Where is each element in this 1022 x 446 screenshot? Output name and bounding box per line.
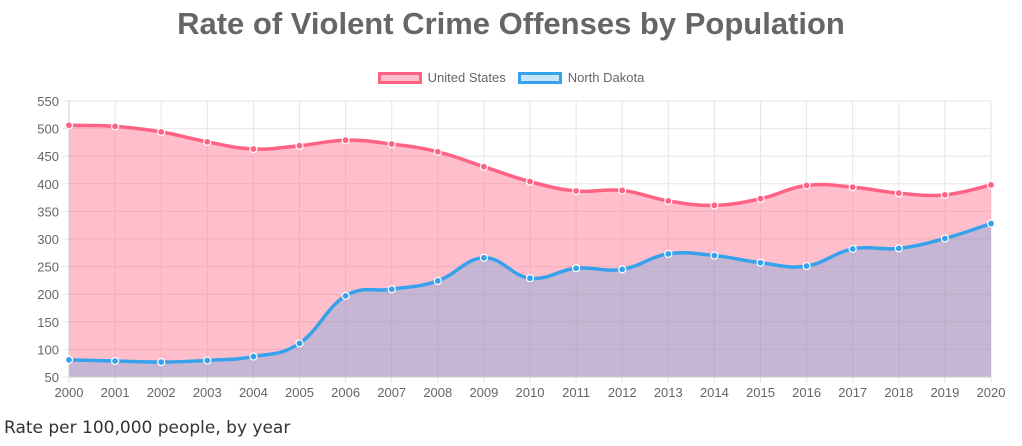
data-point-north-dakota	[433, 276, 442, 286]
x-tick-label: 2019	[930, 385, 959, 400]
data-point-united-states	[525, 177, 535, 186]
x-tick-label: 2002	[147, 385, 176, 400]
legend-label: United States	[427, 70, 506, 85]
data-point-united-states	[341, 136, 350, 145]
data-point-north-dakota	[157, 357, 166, 367]
data-point-north-dakota	[479, 253, 488, 262]
y-tick-label: 100	[37, 342, 59, 357]
data-point-north-dakota	[110, 356, 120, 366]
x-tick-label: 2018	[884, 385, 913, 400]
x-tick-label: 2020	[977, 385, 1006, 400]
x-tick-label: 2009	[469, 385, 498, 400]
x-tick-label: 2017	[838, 385, 867, 400]
x-tick-label: 2011	[562, 385, 590, 400]
x-tick-label: 2001	[101, 385, 130, 400]
data-point-north-dakota	[64, 355, 74, 364]
data-point-north-dakota	[571, 264, 581, 273]
data-point-united-states	[618, 186, 627, 195]
data-point-north-dakota	[387, 285, 396, 294]
data-point-united-states	[756, 194, 765, 203]
data-point-united-states	[387, 139, 396, 149]
data-point-north-dakota	[664, 249, 673, 259]
x-tick-label: 2007	[377, 385, 406, 400]
data-point-united-states	[64, 121, 74, 130]
data-point-north-dakota	[802, 261, 811, 271]
y-tick-label: 50	[45, 370, 59, 385]
data-point-united-states	[479, 162, 488, 171]
chart-title: Rate of Violent Crime Offenses by Popula…	[177, 6, 845, 41]
data-point-united-states	[986, 180, 996, 190]
data-point-north-dakota	[848, 244, 857, 254]
y-tick-label: 200	[37, 287, 59, 302]
data-point-united-states	[802, 181, 811, 190]
data-point-united-states	[249, 144, 258, 154]
y-tick-label: 150	[37, 315, 59, 330]
data-point-north-dakota	[203, 356, 212, 365]
y-tick-label: 450	[37, 149, 59, 164]
data-point-north-dakota	[341, 291, 350, 300]
data-point-united-states	[710, 201, 719, 210]
data-point-north-dakota	[756, 258, 765, 267]
data-point-north-dakota	[525, 274, 535, 283]
data-point-north-dakota	[295, 339, 304, 348]
y-tick-label: 350	[37, 204, 59, 219]
chart-caption: Rate per 100,000 people, by year	[4, 418, 291, 438]
y-tick-label: 550	[37, 94, 59, 109]
data-point-north-dakota	[894, 244, 903, 253]
area-north-dakota	[69, 223, 991, 377]
data-point-united-states	[940, 190, 950, 199]
x-tick-label: 2006	[331, 385, 360, 400]
x-tick-label: 2010	[516, 385, 545, 400]
data-point-united-states	[433, 147, 442, 156]
data-point-united-states	[571, 186, 581, 196]
y-tick-label: 300	[37, 232, 59, 247]
x-tick-label: 2003	[193, 385, 222, 400]
x-tick-label: 2008	[423, 385, 452, 400]
x-tick-label: 2013	[654, 385, 683, 400]
legend-swatch	[517, 71, 562, 84]
data-point-united-states	[894, 189, 903, 198]
area-united-states	[69, 125, 991, 378]
x-tick-label: 2012	[608, 385, 637, 400]
legend: United States North Dakota	[0, 70, 1022, 85]
data-point-united-states	[295, 141, 304, 150]
legend-item-united-states[interactable]: United States	[377, 70, 506, 85]
data-point-north-dakota	[710, 251, 719, 260]
y-tick-label: 400	[37, 177, 59, 192]
data-point-north-dakota	[986, 219, 996, 228]
y-tick-label: 250	[37, 260, 59, 275]
x-tick-label: 2016	[792, 385, 821, 400]
data-point-united-states	[664, 196, 673, 206]
legend-swatch	[377, 71, 422, 84]
data-point-united-states	[848, 183, 857, 192]
data-point-united-states	[203, 137, 212, 146]
data-point-north-dakota	[940, 234, 950, 243]
legend-item-north-dakota[interactable]: North Dakota	[517, 70, 645, 85]
data-point-north-dakota	[618, 265, 627, 274]
x-tick-label: 2014	[700, 385, 729, 400]
y-tick-label: 500	[37, 122, 59, 137]
data-point-north-dakota	[249, 352, 258, 361]
x-tick-label: 2005	[285, 385, 314, 400]
legend-label: North Dakota	[567, 70, 645, 85]
x-tick-label: 2004	[239, 385, 268, 400]
x-tick-label: 2000	[55, 385, 84, 400]
data-point-united-states	[110, 122, 120, 131]
data-point-united-states	[157, 127, 166, 137]
x-tick-label: 2015	[746, 385, 775, 400]
